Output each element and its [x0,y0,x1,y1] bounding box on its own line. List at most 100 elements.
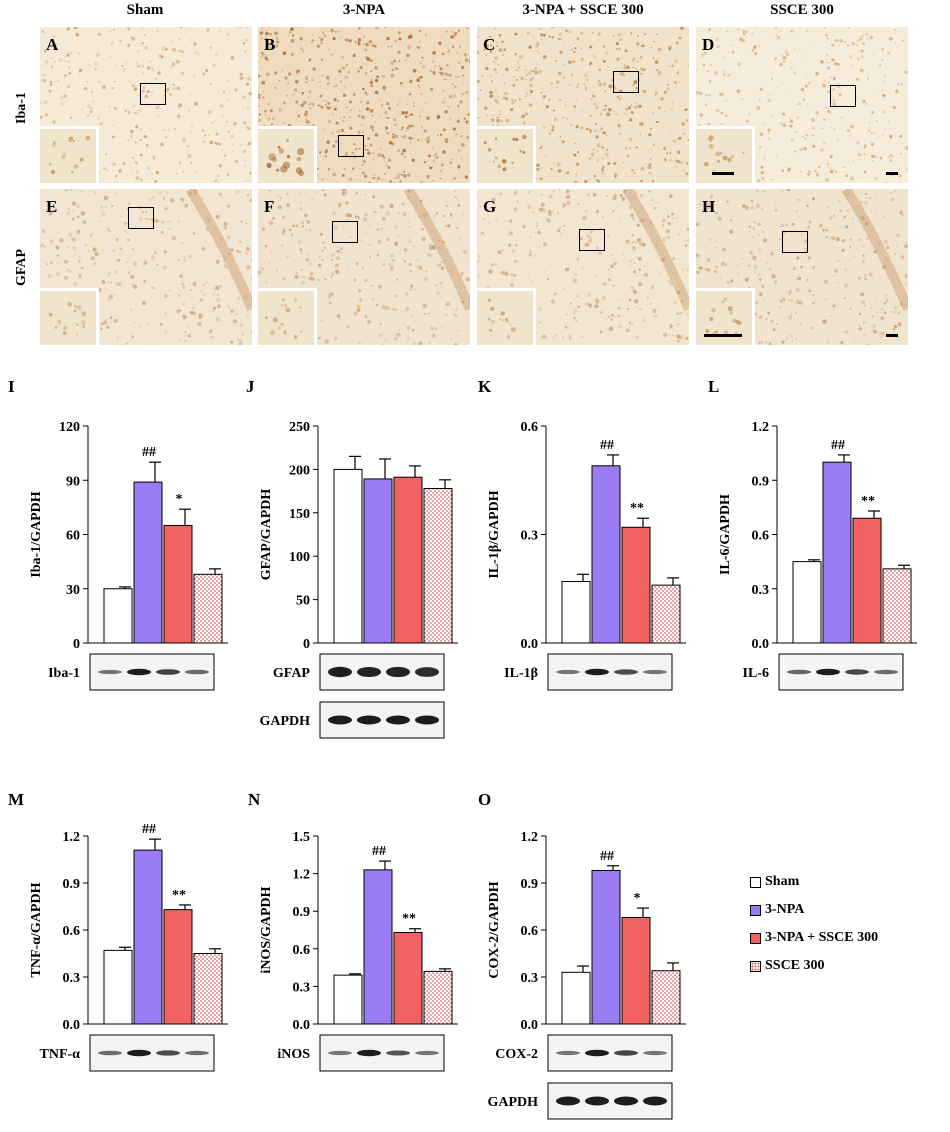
chart-n: N 0.0 0.3 0.6 0.9 1.2 1.5 iNOS/GAPDH ## ** iNOS [248,790,458,1072]
blot-band [415,715,439,725]
inset-scale-bar [704,334,742,337]
panel-letter: K [478,377,492,396]
blot-band [556,1096,580,1106]
blot-label: iNOS [277,1047,310,1062]
bar-sham [103,949,133,1025]
bar-3npa-ssce [621,526,651,644]
legend-swatch-3npa-ssce [750,932,761,944]
y-tick-label: 30 [66,583,80,598]
blot-label: GAPDH [259,714,310,729]
blot-band [185,669,209,675]
bar-3npa [591,869,621,1025]
blot-band [556,1050,580,1056]
y-tick-label: 90 [66,474,80,489]
y-axis-label: COX-2/GAPDH [487,881,502,978]
blot-band [98,1050,122,1056]
blot-label: IL-1β [504,666,538,681]
y-tick-label: 1.2 [293,868,311,883]
column-title-3npa-ssce: 3-NPA + SSCE 300 [522,2,644,18]
y-tick-label: 0.3 [521,529,539,544]
blot-label: IL-6 [743,666,769,681]
bar-3npa-ssce [163,909,193,1025]
micrograph-e: E [40,189,252,345]
blot-band [614,669,638,675]
chart-k: K 0.0 0.3 0.6 IL-1β/GAPDH ## ** IL-1β [478,377,686,691]
panel-letter: A [46,35,59,54]
y-axis-label: Iba-1/GAPDH [29,491,44,577]
blot-label: Iba-1 [48,666,80,681]
blot-band [874,669,898,675]
bar-sham [333,974,363,1025]
roi-box [140,83,166,105]
y-axis-label: iNOS/GAPDH [259,886,274,973]
roi-box [128,207,154,229]
panel-letter: N [248,790,261,809]
micrograph-b: B [258,27,470,183]
roi-box [579,229,605,251]
y-tick-label: 0.0 [63,1018,81,1033]
y-tick-label: 0.6 [293,943,311,958]
y-axis-label: IL-1β/GAPDH [487,490,502,578]
blot-band [415,1050,439,1056]
y-tick-label: 1.2 [521,830,539,845]
blot-band [98,669,122,675]
tissue-texture [40,189,252,345]
bar-sham [792,561,822,644]
legend-label: 3-NPA + SSCE 300 [765,930,879,945]
micrograph-c: C [477,27,689,183]
blot-band [386,715,410,725]
y-tick-label: 50 [296,594,310,609]
y-tick-label: 1.2 [63,830,81,845]
bar-3npa-ssce [393,476,423,644]
y-tick-label: 250 [289,420,310,435]
chart-j: J 0 50 100 150 200 250 GFAP/GAPDH GFAP GAPDH [246,377,458,739]
roi-box [782,231,808,253]
blot-band [386,1050,410,1056]
blot-band [386,666,410,678]
blot-band [614,1050,638,1056]
tissue-texture [258,189,470,345]
significance-mark: ## [600,849,614,864]
y-tick-label: 0.3 [63,971,81,986]
inset-scale-bar [712,172,734,175]
significance-mark: ** [402,912,416,927]
y-tick-label: 0.6 [752,529,770,544]
bar-ssce [423,970,453,1025]
y-tick-label: 0.9 [752,474,770,489]
legend-item-3npa-ssce: 3-NPA + SSCE 300 [750,924,878,952]
bar-3npa-ssce [163,524,193,644]
panel-letter: I [8,377,15,396]
bar-ssce [651,970,681,1025]
y-tick-label: 150 [289,507,310,522]
blot-band [156,669,180,675]
bar-ssce [423,487,453,644]
blot-band [643,669,667,675]
y-tick-label: 0.9 [63,877,81,892]
magnified-inset [477,126,536,183]
bar-3npa-ssce [393,932,423,1025]
significance-mark: ## [142,822,156,837]
bar-sham [561,581,591,644]
y-tick-label: 0 [73,637,80,652]
bar-3npa-ssce [852,517,882,644]
y-axis-label: TNF-α/GAPDH [29,882,44,977]
blot-band [328,1050,352,1056]
significance-mark: ** [630,501,644,516]
significance-mark: ## [600,438,614,453]
blot-label: TNF-α [40,1047,81,1062]
y-axis-label: IL-6/GAPDH [718,494,733,575]
blot-band [787,669,811,675]
bar-sham [561,971,591,1025]
roi-box [613,71,639,93]
bar-3npa [133,481,163,644]
micrograph-d: D [696,27,908,183]
roi-box [338,135,364,157]
bar-sham [103,588,133,644]
legend: Sham 3-NPA 3-NPA + SSCE 300 SSCE 300 [750,868,878,980]
legend-item-ssce: SSCE 300 [750,952,878,980]
panel-letter: O [478,790,491,809]
chart-i: I 0 30 60 90 120 Iba-1/GAPDH ## * Iba-1 [8,377,228,691]
chart-m: M 0.0 0.3 0.6 0.9 1.2 TNF-α/GAPDH ## ** TNF-α [8,790,228,1072]
bar-3npa-ssce [621,916,651,1025]
panel-letter: D [702,35,715,54]
